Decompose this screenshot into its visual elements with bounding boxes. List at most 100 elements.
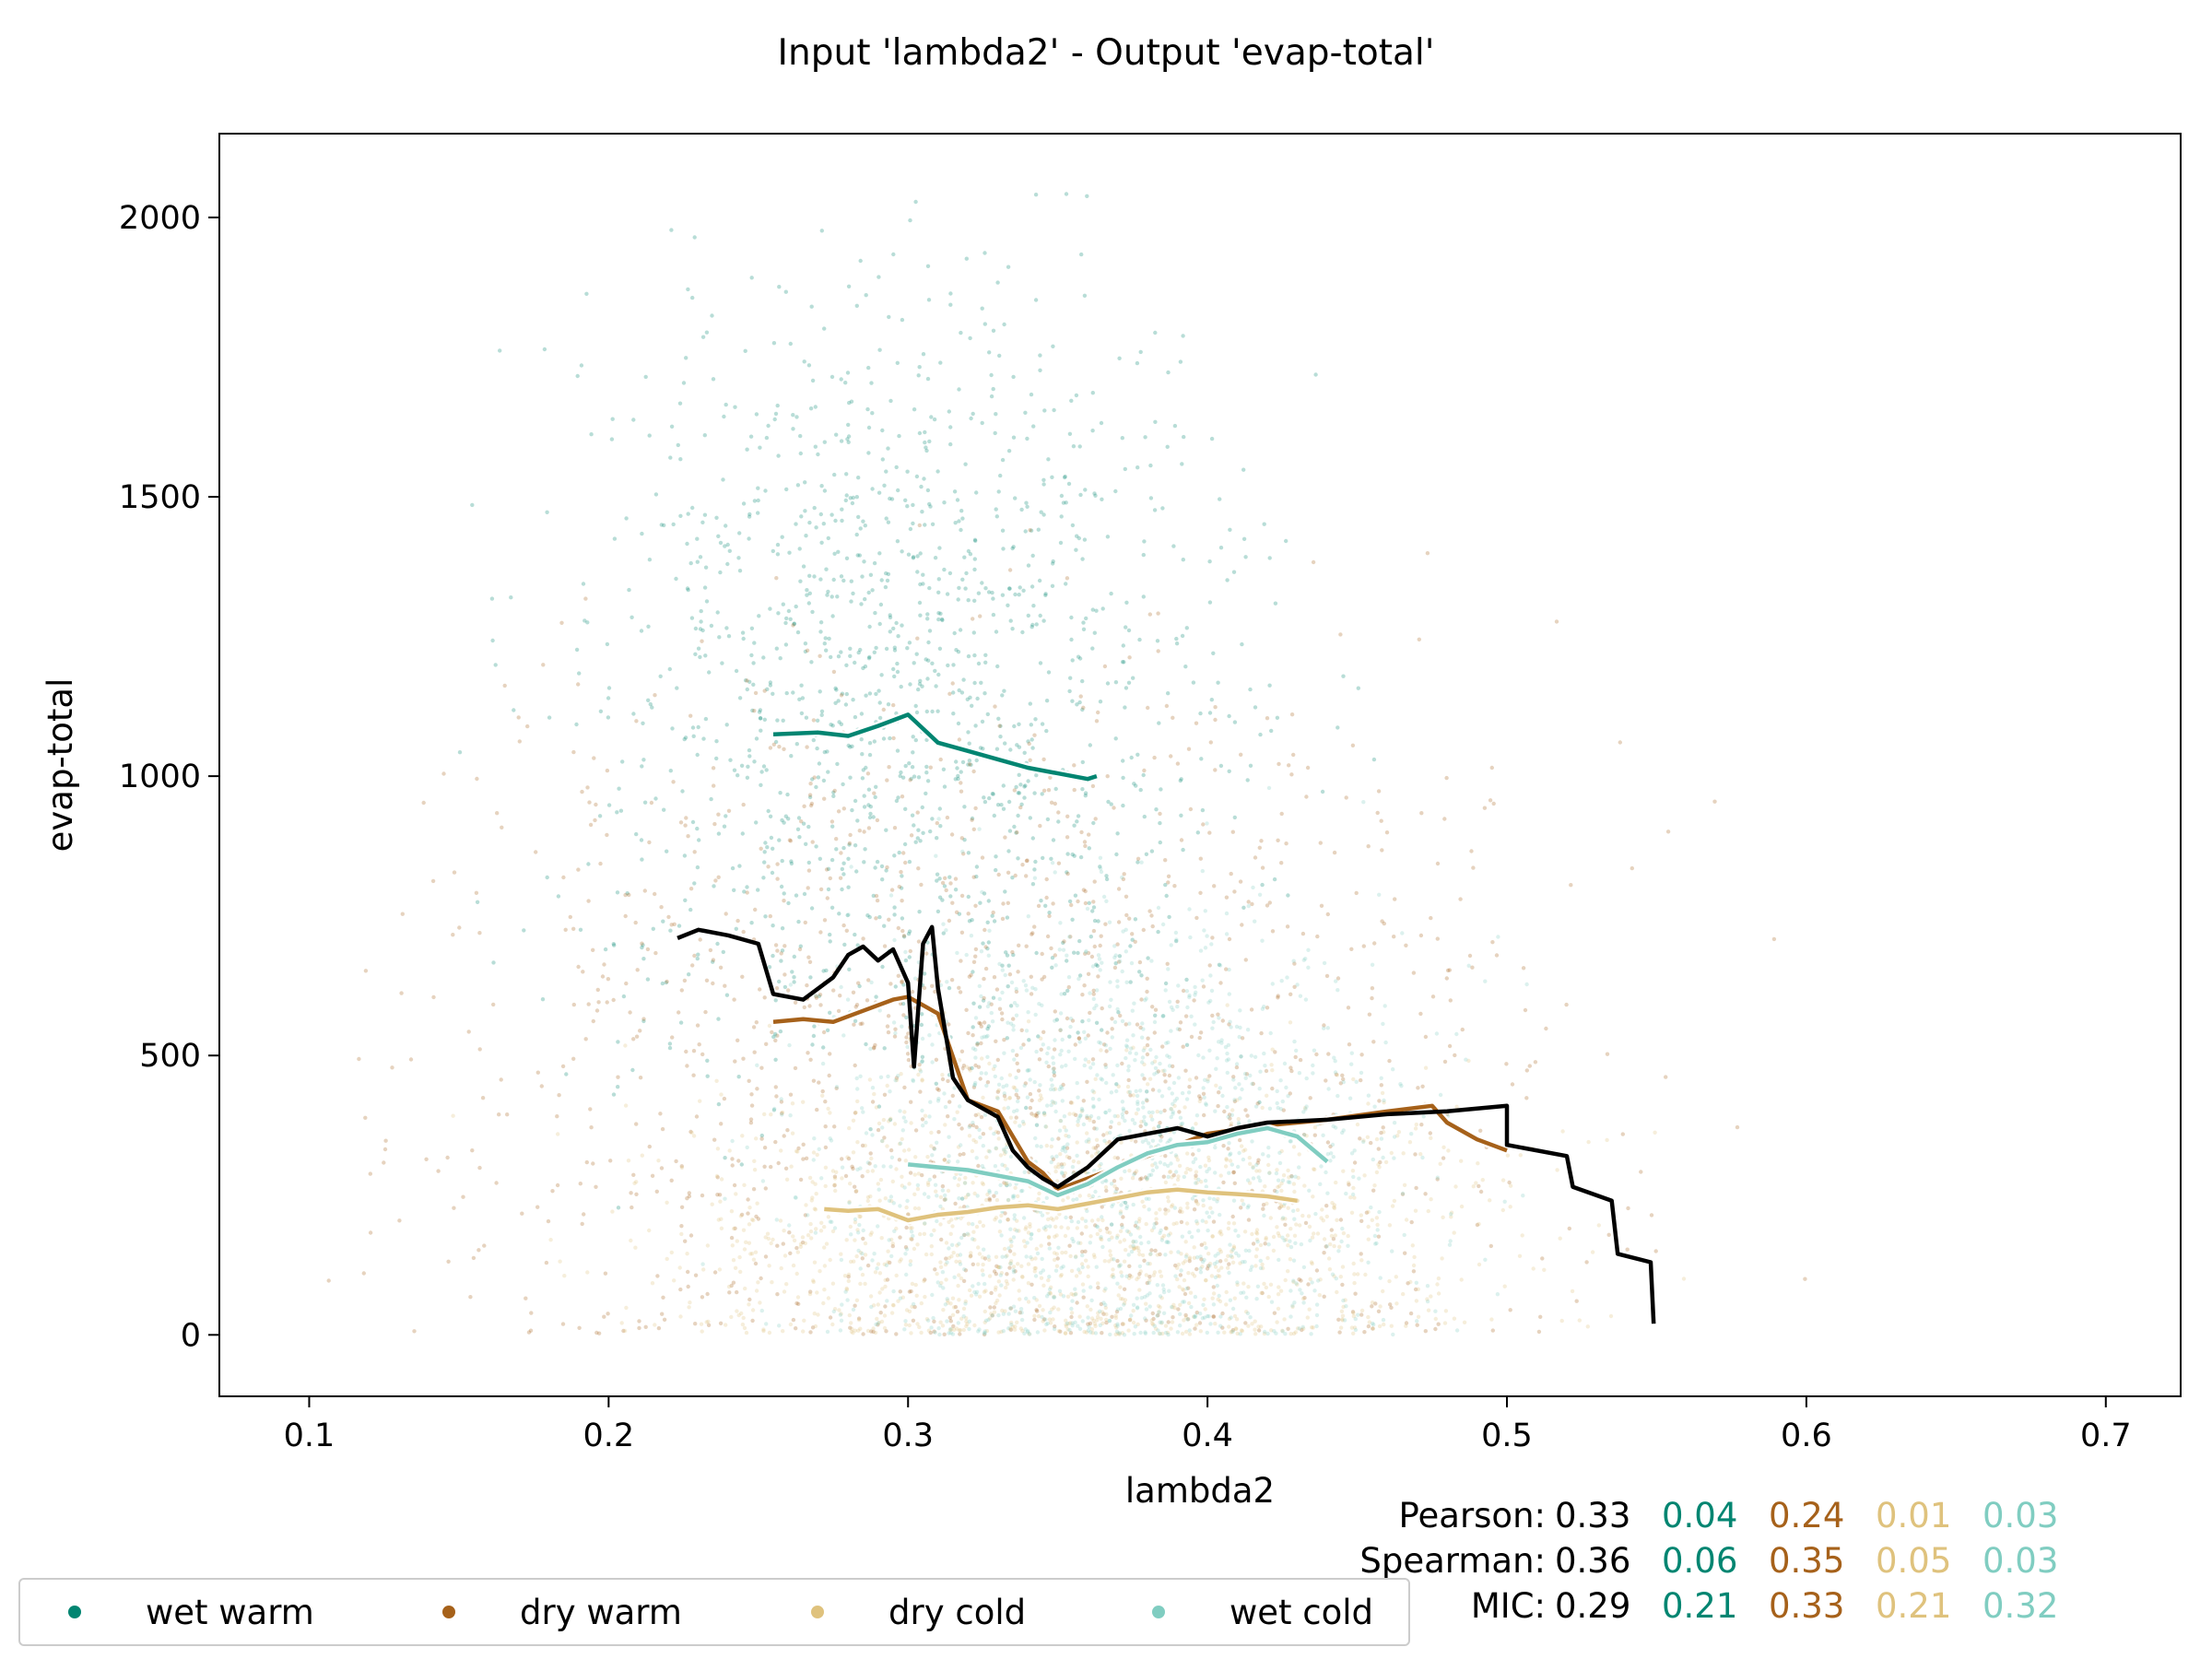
- scatter-point: [1025, 436, 1030, 441]
- scatter-point: [1203, 946, 1208, 950]
- scatter-point: [1198, 856, 1204, 861]
- scatter-point: [712, 821, 717, 827]
- scatter-point: [634, 831, 639, 837]
- scatter-point: [980, 855, 985, 860]
- scatter-point: [722, 414, 726, 419]
- scatter-point: [1107, 1259, 1112, 1264]
- scatter-point: [1046, 670, 1052, 675]
- scatter-point: [1231, 1077, 1236, 1082]
- scatter-point: [887, 1238, 891, 1242]
- scatter-point: [982, 1332, 987, 1337]
- scatter-point: [794, 893, 799, 898]
- scatter-point: [1251, 1241, 1256, 1246]
- scatter-point: [1050, 475, 1054, 479]
- scatter-point: [914, 710, 920, 715]
- scatter-point: [1012, 788, 1018, 793]
- scatter-point: [862, 830, 866, 834]
- scatter-point: [468, 1295, 473, 1300]
- scatter-point: [1015, 1218, 1019, 1223]
- scatter-point: [751, 1025, 757, 1030]
- scatter-point: [1393, 897, 1397, 901]
- scatter-point: [803, 1241, 807, 1246]
- scatter-point: [843, 498, 848, 503]
- scatter-point: [1275, 1189, 1279, 1194]
- scatter-point: [1052, 1073, 1057, 1078]
- scatter-point: [770, 1030, 774, 1035]
- scatter-point: [715, 1147, 721, 1151]
- scatter-point: [1090, 783, 1096, 789]
- scatter-point: [1059, 1162, 1065, 1167]
- scatter-point: [1171, 1064, 1175, 1069]
- scatter-point: [1212, 1262, 1218, 1266]
- scatter-point: [1292, 1300, 1297, 1305]
- scatter-point: [1220, 1018, 1226, 1023]
- scatter-point: [991, 792, 995, 796]
- scatter-point: [846, 1156, 852, 1161]
- scatter-point: [1041, 788, 1047, 793]
- scatter-point: [1380, 848, 1384, 853]
- scatter-point: [1046, 1234, 1052, 1240]
- scatter-point: [942, 1158, 947, 1162]
- scatter-point: [1311, 1325, 1315, 1330]
- scatter-point: [752, 1050, 757, 1054]
- scatter-point: [972, 1289, 977, 1295]
- scatter-point: [1116, 920, 1122, 924]
- scatter-point: [1146, 1082, 1150, 1087]
- scatter-point: [971, 1230, 976, 1234]
- scatter-point: [846, 1278, 851, 1284]
- scatter-point: [974, 1224, 980, 1230]
- scatter-point: [564, 1072, 569, 1077]
- scatter-point: [1134, 1169, 1139, 1173]
- scatter-point: [1187, 1255, 1193, 1260]
- scatter-point: [1376, 1147, 1382, 1151]
- scatter-point: [1070, 523, 1076, 528]
- scatter-point: [821, 1030, 827, 1035]
- scatter-point: [1188, 806, 1194, 812]
- scatter-point: [640, 531, 644, 536]
- scatter-point: [1176, 1250, 1181, 1254]
- scatter-point: [890, 1302, 896, 1308]
- scatter-point: [1453, 1184, 1458, 1189]
- scatter-point: [950, 1312, 956, 1318]
- scatter-point: [1058, 540, 1064, 546]
- scatter-point: [894, 1167, 899, 1171]
- scatter-point: [1011, 1235, 1017, 1240]
- scatter-point: [1209, 436, 1215, 441]
- scatter-point: [957, 1273, 961, 1277]
- scatter-point: [1263, 1329, 1267, 1335]
- scatter-point: [1056, 819, 1061, 824]
- scatter-point: [724, 912, 728, 916]
- scatter-point: [948, 1301, 953, 1306]
- scatter-point: [921, 352, 926, 357]
- scatter-point: [880, 1287, 885, 1291]
- scatter-point: [678, 457, 683, 462]
- scatter-point: [955, 1310, 960, 1314]
- scatter-point: [847, 1312, 852, 1318]
- scatter-point: [1030, 553, 1035, 559]
- scatter-point: [368, 1171, 372, 1176]
- scatter-point: [1470, 965, 1475, 970]
- scatter-point: [1098, 1228, 1102, 1233]
- scatter-point: [1223, 1044, 1229, 1050]
- scatter-point: [836, 809, 841, 814]
- scatter-point: [1291, 752, 1296, 758]
- scatter-point: [1029, 1254, 1033, 1260]
- scatter-point: [830, 819, 835, 824]
- scatter-point: [1039, 510, 1043, 514]
- scatter-point: [953, 877, 959, 881]
- scatter-point: [1152, 1270, 1158, 1275]
- scatter-point: [988, 1305, 993, 1310]
- scatter-point: [1443, 1309, 1449, 1313]
- scatter-point: [970, 703, 974, 708]
- scatter-point: [1026, 739, 1030, 744]
- scatter-point: [914, 474, 920, 479]
- scatter-point: [717, 635, 722, 640]
- scatter-point: [948, 441, 953, 447]
- scatter-point: [1100, 1006, 1104, 1011]
- scatter-point: [1080, 1217, 1085, 1221]
- scatter-point: [749, 1092, 754, 1097]
- scatter-point: [1023, 1081, 1029, 1086]
- scatter-point: [1052, 1047, 1057, 1052]
- scatter-point: [1261, 1203, 1266, 1207]
- scatter-point: [1077, 973, 1083, 978]
